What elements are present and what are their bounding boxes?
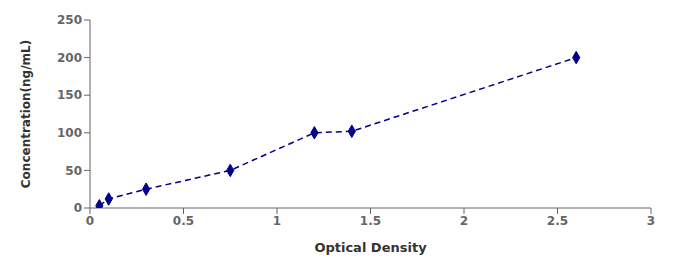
svg-text:100: 100 xyxy=(57,126,82,140)
svg-text:Concentration(ng/mL): Concentration(ng/mL) xyxy=(19,40,33,188)
svg-text:Optical Density: Optical Density xyxy=(314,240,427,255)
svg-text:150: 150 xyxy=(57,88,82,102)
svg-text:2.5: 2.5 xyxy=(547,214,568,228)
svg-text:2: 2 xyxy=(460,214,468,228)
svg-text:0: 0 xyxy=(74,201,82,215)
svg-text:250: 250 xyxy=(57,13,82,27)
svg-text:50: 50 xyxy=(65,164,82,178)
svg-text:1.5: 1.5 xyxy=(360,214,381,228)
svg-text:0: 0 xyxy=(86,214,94,228)
svg-text:1: 1 xyxy=(273,214,281,228)
svg-text:200: 200 xyxy=(57,51,82,65)
svg-text:0.5: 0.5 xyxy=(173,214,194,228)
svg-text:3: 3 xyxy=(647,214,655,228)
